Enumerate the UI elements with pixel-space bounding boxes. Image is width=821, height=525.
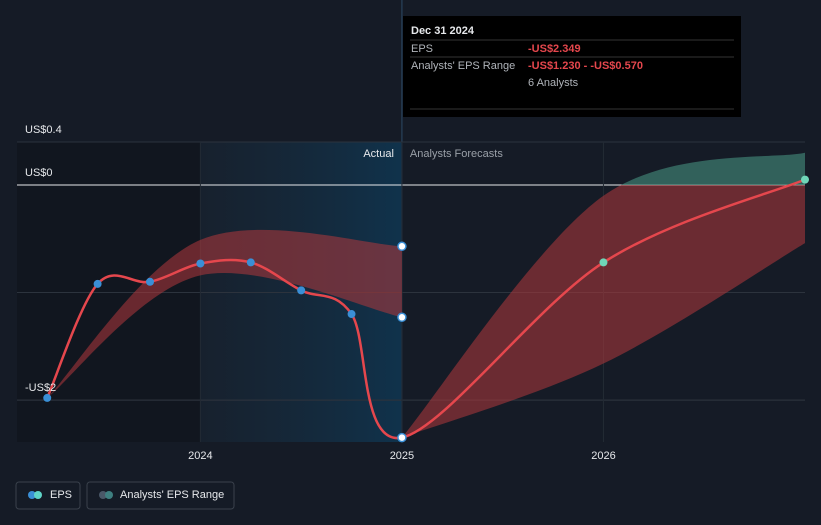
tooltip-date: Dec 31 2024 (411, 25, 475, 37)
annotation: Actual (363, 148, 394, 160)
range-end-point (397, 241, 407, 252)
legend-icon (28, 491, 36, 499)
range-end-point (397, 312, 407, 323)
eps-point (196, 259, 205, 268)
y-tick-label: -US$2 (25, 382, 56, 394)
legend-item[interactable] (15, 481, 81, 510)
x-tick-label: 2024 (188, 450, 212, 462)
y-tick-label: US$0 (25, 167, 53, 179)
tooltip-box (403, 16, 741, 117)
legend: EPS Analysts' EPS Range (15, 481, 235, 510)
legend-label: Analysts' EPS Range (120, 489, 224, 501)
eps-point (347, 310, 356, 319)
tooltip-analysts: 6 Analysts (528, 77, 579, 89)
eps-line (46, 178, 806, 439)
tooltip-label: Analysts' EPS Range (411, 60, 515, 72)
tooltip: Dec 31 2024 EPS -US$2.349 Analysts' EPS … (403, 16, 741, 117)
range-band (621, 152, 805, 186)
x-tick-label: 2026 (591, 450, 615, 462)
legend-icon (105, 491, 113, 499)
annotation: Analysts Forecasts (410, 148, 503, 160)
eps-point (93, 279, 102, 288)
tooltip-value: -US$2.349 (528, 43, 581, 55)
past-area (17, 142, 201, 442)
eps-point (246, 258, 255, 267)
range-band (401, 185, 805, 438)
range-band (47, 229, 402, 398)
eps-point (297, 286, 306, 295)
legend-icon (34, 491, 42, 499)
tooltip-value: -US$1.230 - -US$0.570 (528, 60, 643, 72)
y-tick-label: US$0.4 (25, 124, 62, 136)
x-tick-label: 2025 (390, 450, 414, 462)
legend-icon (99, 491, 107, 499)
eps-point (801, 175, 809, 184)
eps-point (43, 393, 52, 402)
eps-point (397, 432, 407, 443)
legend-item[interactable] (86, 481, 235, 510)
legend-label: EPS (50, 489, 72, 501)
tooltip-label: EPS (411, 43, 433, 55)
eps-point (599, 258, 608, 267)
eps-point (146, 277, 155, 286)
